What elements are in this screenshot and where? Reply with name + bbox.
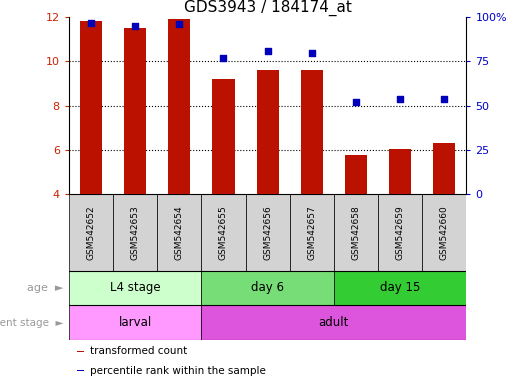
Text: GSM542653: GSM542653: [131, 205, 139, 260]
Title: GDS3943 / 184174_at: GDS3943 / 184174_at: [184, 0, 351, 16]
Point: [131, 23, 139, 29]
Bar: [77, 351, 84, 352]
Text: development stage  ►: development stage ►: [0, 318, 64, 328]
Text: GSM542657: GSM542657: [307, 205, 316, 260]
Text: day 15: day 15: [380, 281, 420, 295]
Bar: [201, 305, 466, 340]
Point: [307, 50, 316, 56]
Point: [219, 55, 228, 61]
Bar: [257, 70, 279, 194]
Text: transformed count: transformed count: [90, 346, 187, 356]
Text: GSM542659: GSM542659: [396, 205, 404, 260]
Text: L4 stage: L4 stage: [110, 281, 161, 295]
Text: day 6: day 6: [251, 281, 284, 295]
Bar: [69, 305, 201, 340]
Text: GSM542656: GSM542656: [263, 205, 272, 260]
Bar: [345, 155, 367, 194]
Point: [263, 48, 272, 54]
Point: [87, 20, 95, 26]
Text: larval: larval: [119, 316, 152, 329]
Bar: [389, 149, 411, 194]
Text: GSM542655: GSM542655: [219, 205, 228, 260]
Bar: [434, 143, 455, 194]
Bar: [124, 28, 146, 194]
Text: GSM542654: GSM542654: [175, 205, 184, 260]
Bar: [301, 70, 323, 194]
Bar: [245, 194, 290, 271]
Bar: [113, 194, 157, 271]
Bar: [334, 194, 378, 271]
Bar: [157, 194, 201, 271]
Bar: [422, 194, 466, 271]
Bar: [168, 20, 190, 194]
Point: [396, 96, 404, 102]
Bar: [201, 271, 334, 305]
Text: GSM542660: GSM542660: [440, 205, 449, 260]
Point: [440, 96, 448, 102]
Bar: [69, 194, 113, 271]
Bar: [290, 194, 334, 271]
Point: [175, 21, 183, 27]
Bar: [77, 370, 84, 371]
Text: GSM542658: GSM542658: [351, 205, 360, 260]
Bar: [334, 271, 466, 305]
Text: adult: adult: [319, 316, 349, 329]
Text: GSM542652: GSM542652: [86, 205, 95, 260]
Bar: [201, 194, 245, 271]
Text: age  ►: age ►: [27, 283, 64, 293]
Point: [352, 99, 360, 105]
Bar: [378, 194, 422, 271]
Bar: [69, 271, 201, 305]
Bar: [80, 21, 102, 194]
Bar: [213, 79, 234, 194]
Text: percentile rank within the sample: percentile rank within the sample: [90, 366, 266, 376]
